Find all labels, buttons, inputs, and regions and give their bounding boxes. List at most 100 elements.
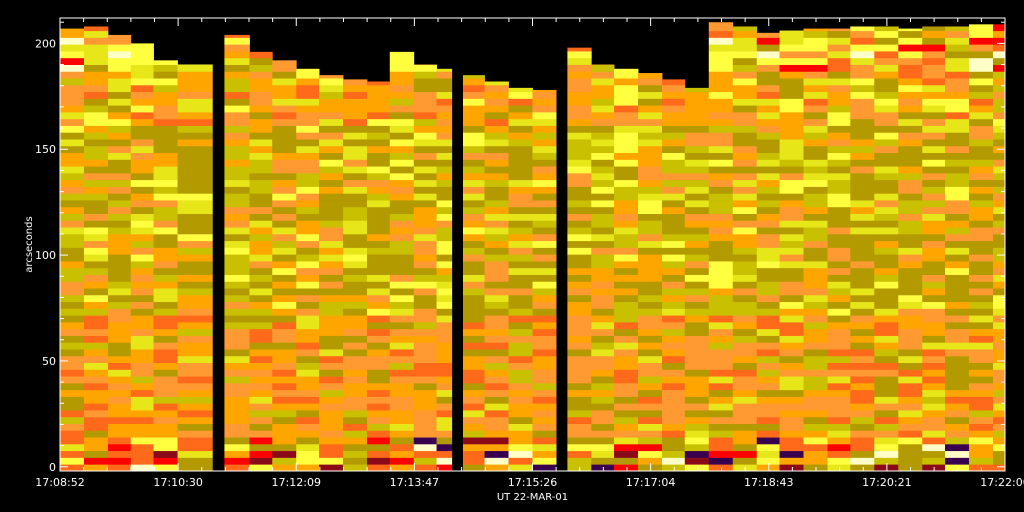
heatmap-cell bbox=[107, 403, 132, 411]
heatmap-cell bbox=[827, 213, 851, 221]
heatmap-cell bbox=[662, 464, 686, 472]
heatmap-cell bbox=[850, 132, 875, 140]
heatmap-cell bbox=[413, 98, 437, 106]
heatmap-cell bbox=[874, 410, 899, 418]
heatmap-cell bbox=[945, 423, 970, 431]
heatmap-cell bbox=[272, 60, 297, 65]
heatmap-cell bbox=[296, 288, 320, 296]
heatmap-cell bbox=[249, 369, 273, 377]
heatmap-cell bbox=[107, 261, 132, 269]
heatmap-cell bbox=[413, 382, 437, 391]
heatmap-cell bbox=[591, 227, 615, 235]
heatmap-cell bbox=[684, 396, 710, 404]
heatmap-cell bbox=[413, 457, 437, 465]
heatmap-cell bbox=[614, 193, 639, 201]
heatmap-cell bbox=[367, 423, 391, 431]
heatmap-cell bbox=[389, 294, 415, 303]
heatmap-cell bbox=[874, 376, 899, 384]
heatmap-cell bbox=[993, 342, 1006, 350]
heatmap-cell bbox=[367, 301, 391, 309]
heatmap-cell bbox=[945, 98, 970, 106]
heatmap-cell bbox=[898, 450, 923, 458]
heatmap-cell bbox=[567, 64, 592, 72]
heatmap-cell bbox=[638, 166, 663, 174]
heatmap-cell bbox=[60, 44, 85, 52]
heatmap-cell bbox=[177, 450, 213, 458]
heatmap-cell bbox=[945, 457, 970, 465]
heatmap-cell bbox=[296, 362, 320, 370]
heatmap-cell bbox=[969, 206, 994, 214]
heatmap-cell bbox=[732, 118, 758, 126]
heatmap-cell bbox=[532, 254, 557, 262]
heatmap-cell bbox=[945, 321, 970, 330]
heatmap-cell bbox=[898, 457, 923, 465]
heatmap-cell bbox=[153, 91, 178, 99]
heatmap-cell bbox=[107, 132, 132, 140]
heatmap-cell bbox=[60, 179, 85, 187]
heatmap-cell bbox=[945, 30, 970, 38]
heatmap-cell bbox=[708, 247, 734, 255]
heatmap-cell bbox=[436, 274, 453, 282]
heatmap-cell bbox=[662, 321, 686, 330]
heatmap-cell bbox=[319, 105, 344, 113]
heatmap-cell bbox=[60, 261, 85, 269]
heatmap-cell bbox=[83, 84, 109, 93]
heatmap-cell bbox=[508, 87, 533, 93]
heatmap-cell bbox=[827, 254, 851, 262]
heatmap-cell bbox=[993, 71, 1006, 79]
heatmap-cell bbox=[567, 410, 592, 418]
heatmap-cell bbox=[343, 410, 368, 418]
heatmap-cell bbox=[532, 247, 557, 255]
heatmap-cell bbox=[413, 403, 437, 411]
heatmap-cell bbox=[874, 111, 899, 120]
heatmap-cell bbox=[756, 376, 780, 384]
heatmap-cell bbox=[107, 294, 132, 303]
heatmap-cell bbox=[413, 261, 437, 269]
heatmap-cell bbox=[153, 193, 178, 201]
heatmap-cell bbox=[732, 349, 758, 357]
heatmap-cell bbox=[662, 382, 686, 391]
heatmap-column bbox=[708, 22, 734, 472]
heatmap-cell bbox=[969, 382, 994, 391]
heatmap-cell bbox=[874, 91, 899, 99]
heatmap-cell bbox=[732, 206, 758, 214]
heatmap-cell bbox=[343, 200, 368, 208]
heatmap-cell bbox=[779, 159, 804, 167]
heatmap-cell bbox=[153, 206, 178, 214]
heatmap-cell bbox=[130, 274, 154, 282]
heatmap-cell bbox=[177, 213, 213, 221]
heatmap-cell bbox=[922, 349, 946, 357]
heatmap-cell bbox=[532, 382, 557, 391]
heatmap-cell bbox=[567, 308, 592, 316]
heatmap-cell bbox=[662, 261, 686, 269]
heatmap-cell bbox=[827, 37, 851, 45]
heatmap-cell bbox=[107, 457, 132, 465]
heatmap-cell bbox=[413, 288, 437, 296]
heatmap-cell bbox=[224, 84, 250, 93]
heatmap-cell bbox=[343, 349, 368, 357]
heatmap-cell bbox=[591, 145, 615, 154]
heatmap-cell bbox=[638, 450, 663, 458]
heatmap-cell bbox=[367, 193, 391, 201]
heatmap-cell bbox=[107, 179, 132, 187]
heatmap-cell bbox=[272, 389, 297, 397]
heatmap-cell bbox=[177, 288, 213, 296]
heatmap-cell bbox=[662, 98, 686, 106]
heatmap-cell bbox=[249, 430, 273, 438]
heatmap-cell bbox=[83, 132, 109, 140]
heatmap-cell bbox=[969, 342, 994, 350]
heatmap-cell bbox=[614, 349, 639, 357]
heatmap-cell bbox=[779, 315, 804, 323]
heatmap-cell bbox=[732, 247, 758, 255]
heatmap-cell bbox=[922, 457, 946, 465]
heatmap-cell bbox=[922, 91, 946, 99]
heatmap-cell bbox=[874, 78, 899, 86]
heatmap-cell bbox=[389, 71, 415, 79]
heatmap-cell bbox=[850, 369, 875, 377]
heatmap-cell bbox=[343, 335, 368, 343]
heatmap-cell bbox=[60, 423, 85, 431]
heatmap-cell bbox=[850, 335, 875, 343]
heatmap-cell bbox=[296, 342, 320, 350]
x-tick-label: 17:12:09 bbox=[272, 476, 321, 489]
heatmap-cell bbox=[319, 200, 344, 208]
